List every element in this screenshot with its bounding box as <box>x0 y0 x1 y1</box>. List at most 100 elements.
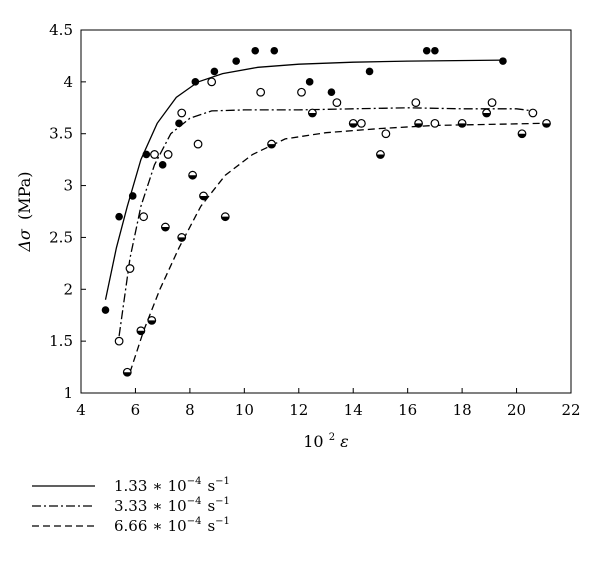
legend-unit-exp: −1 <box>215 496 230 507</box>
x-tick-label: 16 <box>398 401 417 419</box>
legend-exp: −4 <box>187 516 202 527</box>
point-series-1 <box>365 67 374 76</box>
point-series-2 <box>114 336 124 346</box>
x-tick-label: 4 <box>76 401 86 419</box>
legend-unit-exp: −1 <box>215 516 230 527</box>
point-series-2 <box>256 87 266 97</box>
point-series-1 <box>327 88 336 97</box>
plot-frame <box>80 29 572 394</box>
legend-coef: 6.66 <box>114 517 147 535</box>
y-tick-label: 2.5 <box>49 228 73 246</box>
point-series-1 <box>251 46 260 55</box>
point-series-1 <box>115 212 123 221</box>
point-series-3 <box>199 191 208 201</box>
point-series-1 <box>431 46 439 55</box>
point-series-3 <box>348 118 358 128</box>
point-series-3 <box>376 150 385 159</box>
legend-label: 3.33 ∗ 10−4 s−1 <box>114 496 230 515</box>
legend-unit: s <box>207 497 215 515</box>
x-tick-label: 18 <box>453 401 472 419</box>
legend-label: 6.66 ∗ 10−4 s−1 <box>114 516 230 535</box>
point-series-3 <box>122 367 132 377</box>
y-tick-label: 1.5 <box>49 332 73 350</box>
point-series-1 <box>158 161 167 169</box>
y-axis-label: Δσ (MPa) <box>15 171 34 252</box>
x-axis-label: 10 2 ε <box>303 425 349 451</box>
y-tick-label: 2 <box>63 280 73 298</box>
point-series-3 <box>136 326 146 336</box>
point-series-1 <box>422 46 431 55</box>
fit-curves <box>104 59 544 373</box>
point-series-2 <box>297 87 306 97</box>
x-tick-label: 10 <box>235 401 254 419</box>
legend-op: ∗ <box>152 497 162 515</box>
x-tick-label: 8 <box>185 401 195 419</box>
y-axis-unit: (MPa) <box>15 171 34 219</box>
legend-op: ∗ <box>152 477 162 495</box>
point-series-1 <box>210 67 219 76</box>
point-series-2 <box>430 118 440 128</box>
legend-exp: −4 <box>187 476 202 487</box>
legend: 1.33 ∗ 10−4 s−13.33 ∗ 10−4 s−16.66 ∗ 10−4 s−1 <box>32 476 230 535</box>
x-axis-sup: 2 <box>329 432 335 443</box>
y-tick-label: 3.5 <box>49 125 73 143</box>
point-series-1 <box>499 57 507 65</box>
point-series-3 <box>542 118 551 128</box>
point-series-3 <box>267 139 276 149</box>
point-series-2 <box>150 150 159 159</box>
point-series-3 <box>307 108 317 118</box>
legend-item-series-1: 1.33 ∗ 10−4 s−1 <box>32 476 230 495</box>
y-tick-label: 4.5 <box>49 21 73 39</box>
point-series-2 <box>125 264 135 273</box>
data-points <box>101 46 551 377</box>
x-axis-base: 10 <box>303 432 323 451</box>
plot-area: 4 6 8 10 12 14 16 18 20 22 1 1.5 2 2.5 3 3.5 4 4.5 <box>49 21 580 419</box>
point-series-3 <box>482 108 492 118</box>
x-tick-label: 14 <box>344 401 363 419</box>
point-series-2 <box>487 98 497 107</box>
legend-coef: 3.33 <box>114 497 147 515</box>
point-series-1 <box>142 150 151 159</box>
y-tick-label: 3 <box>63 177 73 195</box>
fit-curve-series-1 <box>104 59 503 300</box>
point-series-3 <box>177 233 187 242</box>
point-series-2 <box>528 108 538 118</box>
legend-item-series-3: 6.66 ∗ 10−4 s−1 <box>32 516 230 535</box>
x-tick-label: 20 <box>507 401 526 419</box>
point-series-3 <box>517 129 527 139</box>
point-series-1 <box>128 192 137 200</box>
legend-op: ∗ <box>152 517 162 535</box>
fit-curve-series-3 <box>129 122 544 373</box>
legend-coef: 1.33 <box>114 477 147 495</box>
legend-base: 10 <box>168 477 187 495</box>
legend-base: 10 <box>168 497 187 515</box>
point-series-2 <box>381 129 391 139</box>
point-series-2 <box>193 139 203 149</box>
legend-unit: s <box>207 517 215 535</box>
legend-label: 1.33 ∗ 10−4 s−1 <box>114 476 230 495</box>
x-tick-label: 12 <box>289 401 308 419</box>
point-series-2 <box>163 150 173 159</box>
point-series-2 <box>177 108 187 118</box>
legend-unit-exp: −1 <box>215 476 230 487</box>
x-axis-var: ε <box>340 432 349 451</box>
point-series-3 <box>188 170 198 180</box>
point-series-2 <box>332 98 342 107</box>
point-series-2 <box>207 77 217 87</box>
x-tick-label: 22 <box>561 401 580 419</box>
y-tick-label: 1 <box>63 384 73 402</box>
fit-curve-series-2 <box>118 107 533 337</box>
axis-ticks: 4 6 8 10 12 14 16 18 20 22 1 1.5 2 2.5 3 3.5 4 4.5 <box>49 21 580 419</box>
legend-exp: −4 <box>187 496 202 507</box>
legend-unit: s <box>207 477 215 495</box>
y-tick-label: 4 <box>63 73 73 91</box>
point-series-3 <box>414 118 423 128</box>
point-series-3 <box>147 316 157 325</box>
point-series-1 <box>270 46 279 55</box>
point-series-1 <box>175 119 183 128</box>
point-series-3 <box>220 212 230 222</box>
y-axis-symbol: Δσ <box>15 228 34 253</box>
point-series-3 <box>160 222 170 232</box>
point-series-1 <box>305 78 314 86</box>
